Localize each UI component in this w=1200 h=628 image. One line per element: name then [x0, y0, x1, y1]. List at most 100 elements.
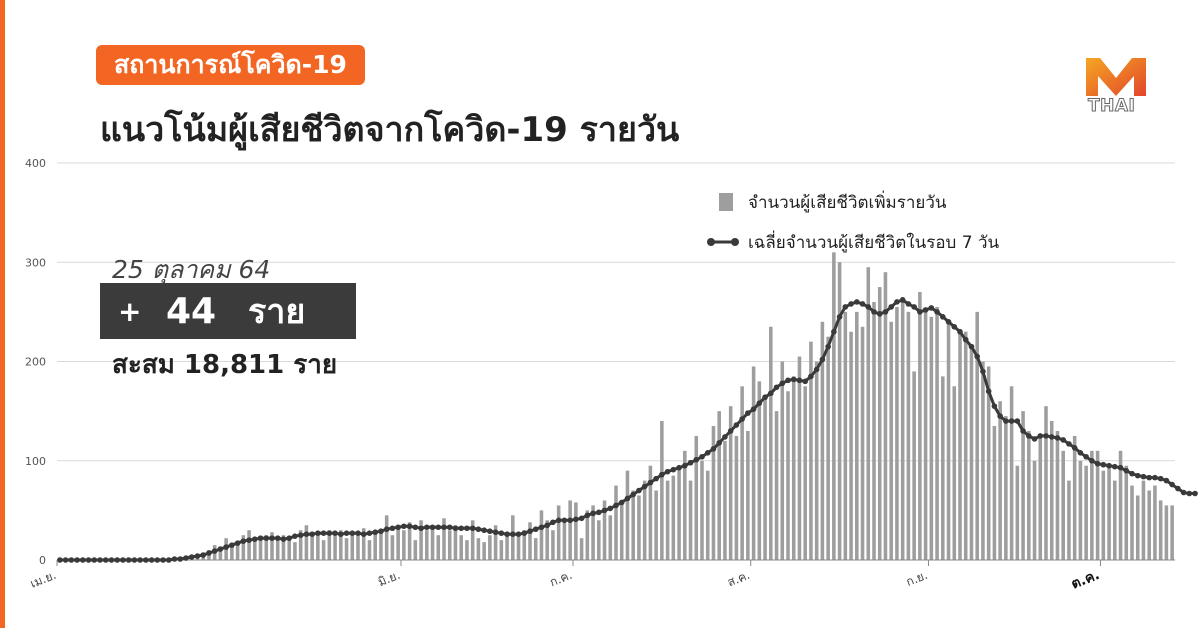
average-point	[332, 530, 338, 537]
bar	[918, 292, 922, 560]
bar	[648, 465, 653, 560]
average-point	[831, 328, 837, 335]
average-point	[469, 525, 476, 532]
bar	[1032, 460, 1037, 560]
bar	[1078, 460, 1083, 560]
average-point	[280, 536, 287, 542]
bar	[952, 386, 957, 560]
average-point	[504, 531, 510, 537]
bar	[837, 262, 842, 560]
average-point	[194, 553, 201, 559]
average-point	[951, 323, 958, 330]
y-tick-label: 100	[25, 455, 46, 468]
average-point	[848, 301, 854, 307]
average-point	[888, 304, 894, 310]
average-point	[630, 491, 636, 498]
bar	[585, 510, 590, 560]
average-point	[360, 531, 367, 537]
average-point	[166, 557, 172, 563]
average-point	[1089, 457, 1095, 464]
bar	[511, 515, 515, 560]
bar	[361, 528, 366, 560]
bar	[264, 535, 269, 560]
y-tick-label: 200	[25, 356, 46, 369]
average-point	[143, 557, 149, 563]
average-point	[274, 535, 281, 541]
average-point	[131, 557, 138, 563]
average-point	[578, 515, 585, 522]
average-point	[452, 525, 459, 532]
average-point	[613, 502, 619, 509]
bar	[929, 316, 934, 560]
bar	[258, 538, 263, 560]
average-point	[120, 557, 126, 563]
bar	[958, 331, 962, 560]
average-point	[257, 535, 264, 541]
bar	[814, 361, 819, 560]
average-point	[389, 525, 396, 532]
bar	[746, 430, 750, 560]
average-point	[1146, 474, 1152, 481]
bar	[1107, 465, 1111, 560]
average-point	[108, 557, 115, 563]
average-point	[395, 524, 401, 531]
bar	[1021, 411, 1025, 560]
bar	[912, 371, 916, 560]
bar	[447, 530, 452, 560]
bar	[791, 376, 796, 560]
average-point	[962, 336, 969, 343]
average-point	[1134, 472, 1141, 479]
average-point	[756, 400, 763, 406]
average-point	[607, 505, 614, 512]
average-point	[80, 557, 86, 563]
bar	[860, 326, 865, 560]
bar	[625, 470, 630, 560]
bar	[545, 520, 549, 560]
average-point	[200, 552, 206, 558]
bar	[488, 535, 492, 560]
bar	[763, 396, 767, 560]
average-point	[487, 528, 493, 535]
bar	[522, 530, 527, 560]
average-point	[699, 453, 705, 460]
average-point	[234, 540, 241, 546]
average-point	[355, 530, 361, 537]
bar	[562, 520, 567, 560]
bar	[774, 411, 779, 560]
average-point	[160, 557, 166, 563]
bar	[327, 530, 332, 560]
bar	[797, 356, 802, 560]
average-point	[366, 530, 373, 537]
bar	[298, 530, 303, 560]
average-point	[1152, 474, 1158, 481]
average-point	[527, 528, 533, 535]
bar	[734, 435, 739, 560]
average-point	[1020, 428, 1026, 434]
bar	[683, 450, 687, 560]
average-point	[292, 533, 298, 539]
average-point	[188, 554, 195, 560]
average-point	[338, 531, 344, 537]
average-point	[1037, 433, 1044, 439]
x-tick-label: เม.ย.	[28, 568, 58, 591]
average-point	[458, 525, 465, 532]
bar	[688, 480, 693, 560]
average-point	[240, 538, 247, 544]
average-point	[320, 530, 327, 537]
average-point	[922, 307, 929, 313]
bar	[820, 321, 825, 560]
bar	[1038, 435, 1043, 560]
bar	[642, 480, 647, 560]
average-point	[1060, 437, 1066, 443]
average-point	[206, 550, 212, 556]
y-tick-label: 300	[25, 256, 46, 269]
average-point	[687, 459, 694, 466]
average-point	[521, 530, 528, 537]
bar	[877, 287, 882, 560]
average-point	[940, 314, 946, 320]
average-point	[785, 377, 791, 384]
bar	[384, 515, 389, 560]
average-point	[1129, 470, 1135, 477]
average-point	[808, 373, 814, 380]
bar	[218, 548, 223, 560]
